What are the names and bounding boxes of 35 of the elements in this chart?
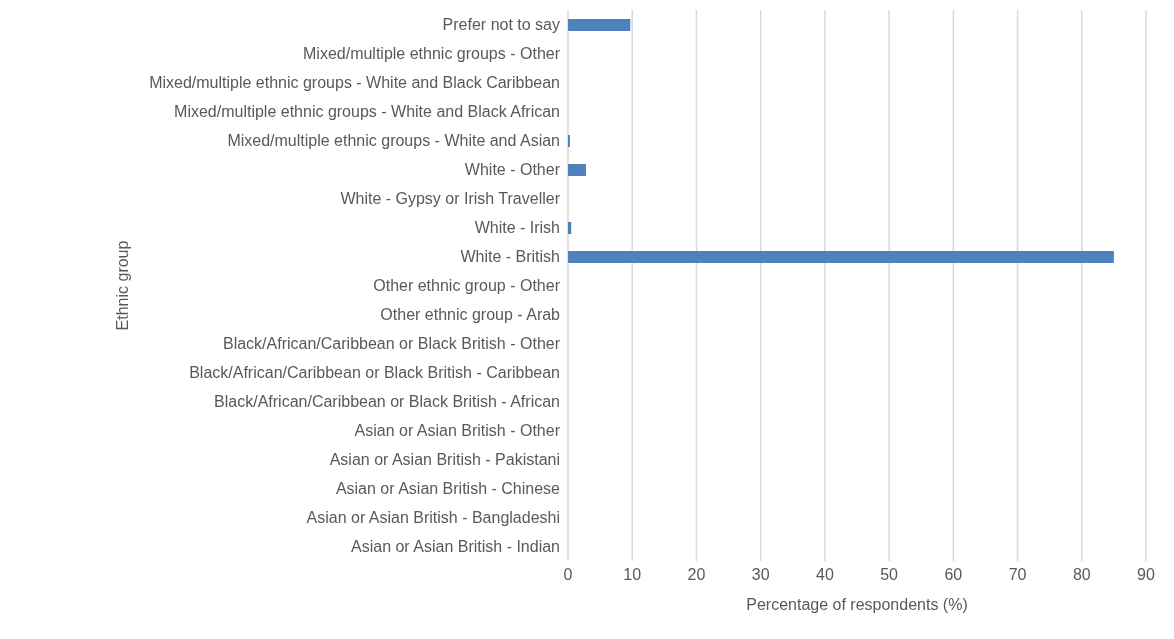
x-tick-label: 60 [944, 566, 963, 584]
y-tick-label: Prefer not to say [442, 16, 560, 34]
y-tick-label: Asian or Asian British - Other [354, 422, 561, 440]
x-tick-label: 30 [751, 566, 770, 584]
y-tick-label: Black/African/Caribbean or Black British - Other [222, 335, 561, 353]
x-axis-title: Percentage of respondents (%) [746, 596, 968, 614]
x-tick-label: 70 [1008, 566, 1027, 584]
y-tick-label: White - Gypsy or Irish Traveller [340, 190, 561, 208]
y-tick-label: Asian or Asian British - Indian [351, 538, 560, 556]
x-tick-label: 20 [687, 566, 706, 584]
y-tick-label: Black/African/Caribbean or Black British - African [214, 393, 560, 411]
bar [568, 164, 586, 176]
y-tick-label: Asian or Asian British - Bangladeshi [306, 509, 560, 527]
y-tick-label: Mixed/multiple ethnic groups - White and Asian [227, 132, 560, 150]
y-tick-label: White - Other [464, 161, 561, 179]
y-tick-label: Mixed/multiple ethnic groups - White and Black Caribbean [149, 74, 560, 92]
y-tick-label: Black/African/Caribbean or Black British - Caribbean [189, 364, 560, 382]
x-tick-label: 40 [815, 566, 834, 584]
y-tick-label: Other ethnic group - Arab [380, 306, 561, 324]
x-tick-label: 80 [1072, 566, 1091, 584]
y-tick-label: Mixed/multiple ethnic groups - White and Black African [174, 103, 560, 121]
y-tick-label: White - Irish [474, 219, 560, 237]
y-tick-label: Other ethnic group - Other [373, 277, 561, 295]
x-tick-label: 0 [563, 566, 573, 584]
y-tick-label: White - British [460, 248, 560, 266]
x-tick-label: 10 [623, 566, 642, 584]
bar [568, 222, 572, 234]
y-tick-label: Asian or Asian British - Chinese [335, 480, 561, 498]
y-axis-title: Ethnic group [113, 240, 131, 331]
x-tick-label: 50 [880, 566, 899, 584]
bar [568, 251, 1114, 263]
x-tick-label: 90 [1137, 566, 1155, 584]
bar [568, 19, 631, 31]
y-tick-label: Mixed/multiple ethnic groups - Other [303, 45, 561, 63]
y-tick-label: Asian or Asian British - Pakistani [329, 451, 560, 469]
